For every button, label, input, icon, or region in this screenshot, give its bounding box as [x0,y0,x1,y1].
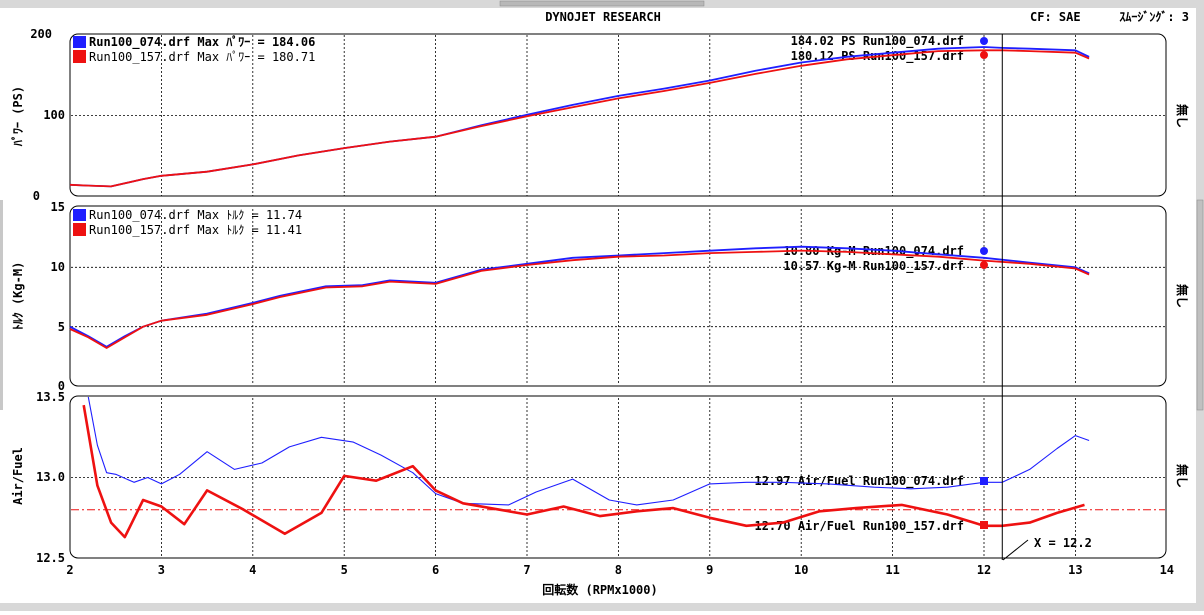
power-side-label: 無し [1175,104,1190,128]
value-marker [980,247,988,255]
x-tick-label: 3 [158,563,165,577]
power-legend-074: Run100_074.drf Max ﾊﾟﾜｰ = 184.06 [89,34,315,50]
x-tick-label: 4 [249,563,256,577]
torque-ytick-0: 0 [58,379,65,393]
x-tick-label: 9 [706,563,713,577]
power-legend-157: Run100_157.drf Max ﾊﾟﾜｰ = 180.71 [89,50,315,64]
airfuel-annotation-157: 12.70 Air/Fuel Run100_157.drf [754,519,964,534]
bottom-edge [0,603,1204,611]
left-splitter[interactable] [0,200,3,410]
power-annotation-074: 184.02 PS Run100_074.drf [791,34,964,49]
value-marker [980,261,988,269]
airfuel-panel-frame [69,395,1167,559]
torque-y-label: ﾄﾙｸ (Kg-M) [11,262,25,331]
cf-label: CF: SAE [1030,10,1081,24]
series-line-run100-157-drf [69,249,1090,349]
power-series [69,37,1090,188]
torque-legend-074: Run100_074.drf Max ﾄﾙｸ = 11.74 [89,208,302,222]
airfuel-ytick-12.5: 12.5 [36,551,65,565]
torque-ytick-15: 15 [51,200,65,214]
airfuel-series [82,396,1090,539]
value-marker [980,521,988,529]
x-tick-label: 7 [523,563,530,577]
power-y-label: ﾊﾟﾜｰ (PS) [10,86,25,147]
x-tick-label: 10 [794,563,808,577]
value-marker [980,37,988,45]
torque-panel: 15 10 5 0 ﾄﾙｸ (Kg-M) 無し Run100_074.drf M… [11,200,1190,393]
x-tick-label: 8 [615,563,622,577]
airfuel-y-label: Air/Fuel [11,447,25,505]
cursor-label: X = 12.2 [1034,536,1092,550]
x-tick-label: 13 [1068,563,1082,577]
series-line-run100-157-drf [69,49,1090,188]
torque-ytick-5: 5 [58,320,65,334]
right-scroll-handle[interactable] [1196,199,1204,411]
x-tick-label: 6 [432,563,439,577]
airfuel-ytick-13.5: 13.5 [36,390,65,404]
x-tick-label: 11 [885,563,899,577]
power-ytick-0: 0 [33,189,40,203]
airfuel-gridlines [71,398,1165,557]
power-gridlines [71,35,1165,196]
torque-ytick-10: 10 [51,260,65,274]
power-legend-swatch-074 [73,36,86,48]
torque-gridlines [71,209,1165,385]
x-tick-labels: 2 3 4 5 6 7 8 9 10 11 12 13 14 [66,563,1174,577]
series-line-run100-157-drf [82,404,1085,539]
power-ytick-100: 100 [43,108,65,122]
airfuel-ytick-13.0: 13.0 [36,470,65,484]
value-marker [980,477,988,485]
torque-legend-swatch-074 [73,209,86,221]
series-line-run100-074-drf [87,396,1090,506]
value-marker [980,51,988,59]
airfuel-annotation-074: 12.97 Air/Fuel Run100_074.drf [754,474,964,489]
airfuel-side-label: 無し [1175,464,1190,488]
smoothing-label: ｽﾑｰｼﾞﾝｸﾞ: 3 [1119,9,1189,24]
x-axis-label: 回転数 (RPMx1000) [542,582,657,597]
torque-annotation-157: 10.57 Kg-M Run100_157.drf [783,259,964,274]
x-tick-label: 2 [66,563,73,577]
top-splitter-handle[interactable] [499,0,705,7]
torque-series [69,245,1090,349]
torque-legend-swatch-157 [73,223,86,236]
power-legend-swatch-157 [73,50,86,63]
cursor-label-leader [1002,539,1029,561]
chart-title: DYNOJET RESEARCH [545,10,661,24]
x-tick-label: 12 [977,563,991,577]
power-panel: 200 100 0 ﾊﾟﾜｰ (PS) 無し Run100_074.drf Ma… [10,27,1190,203]
torque-side-label: 無し [1175,284,1190,308]
airfuel-panel: 13.5 13.0 12.5 Air/Fuel 無し 12.97 Air/Fue… [11,390,1190,565]
power-ytick-200: 200 [30,27,52,41]
torque-legend-157: Run100_157.drf Max ﾄﾙｸ = 11.41 [89,223,302,237]
x-tick-label: 5 [341,563,348,577]
x-tick-label: 14 [1160,563,1174,577]
